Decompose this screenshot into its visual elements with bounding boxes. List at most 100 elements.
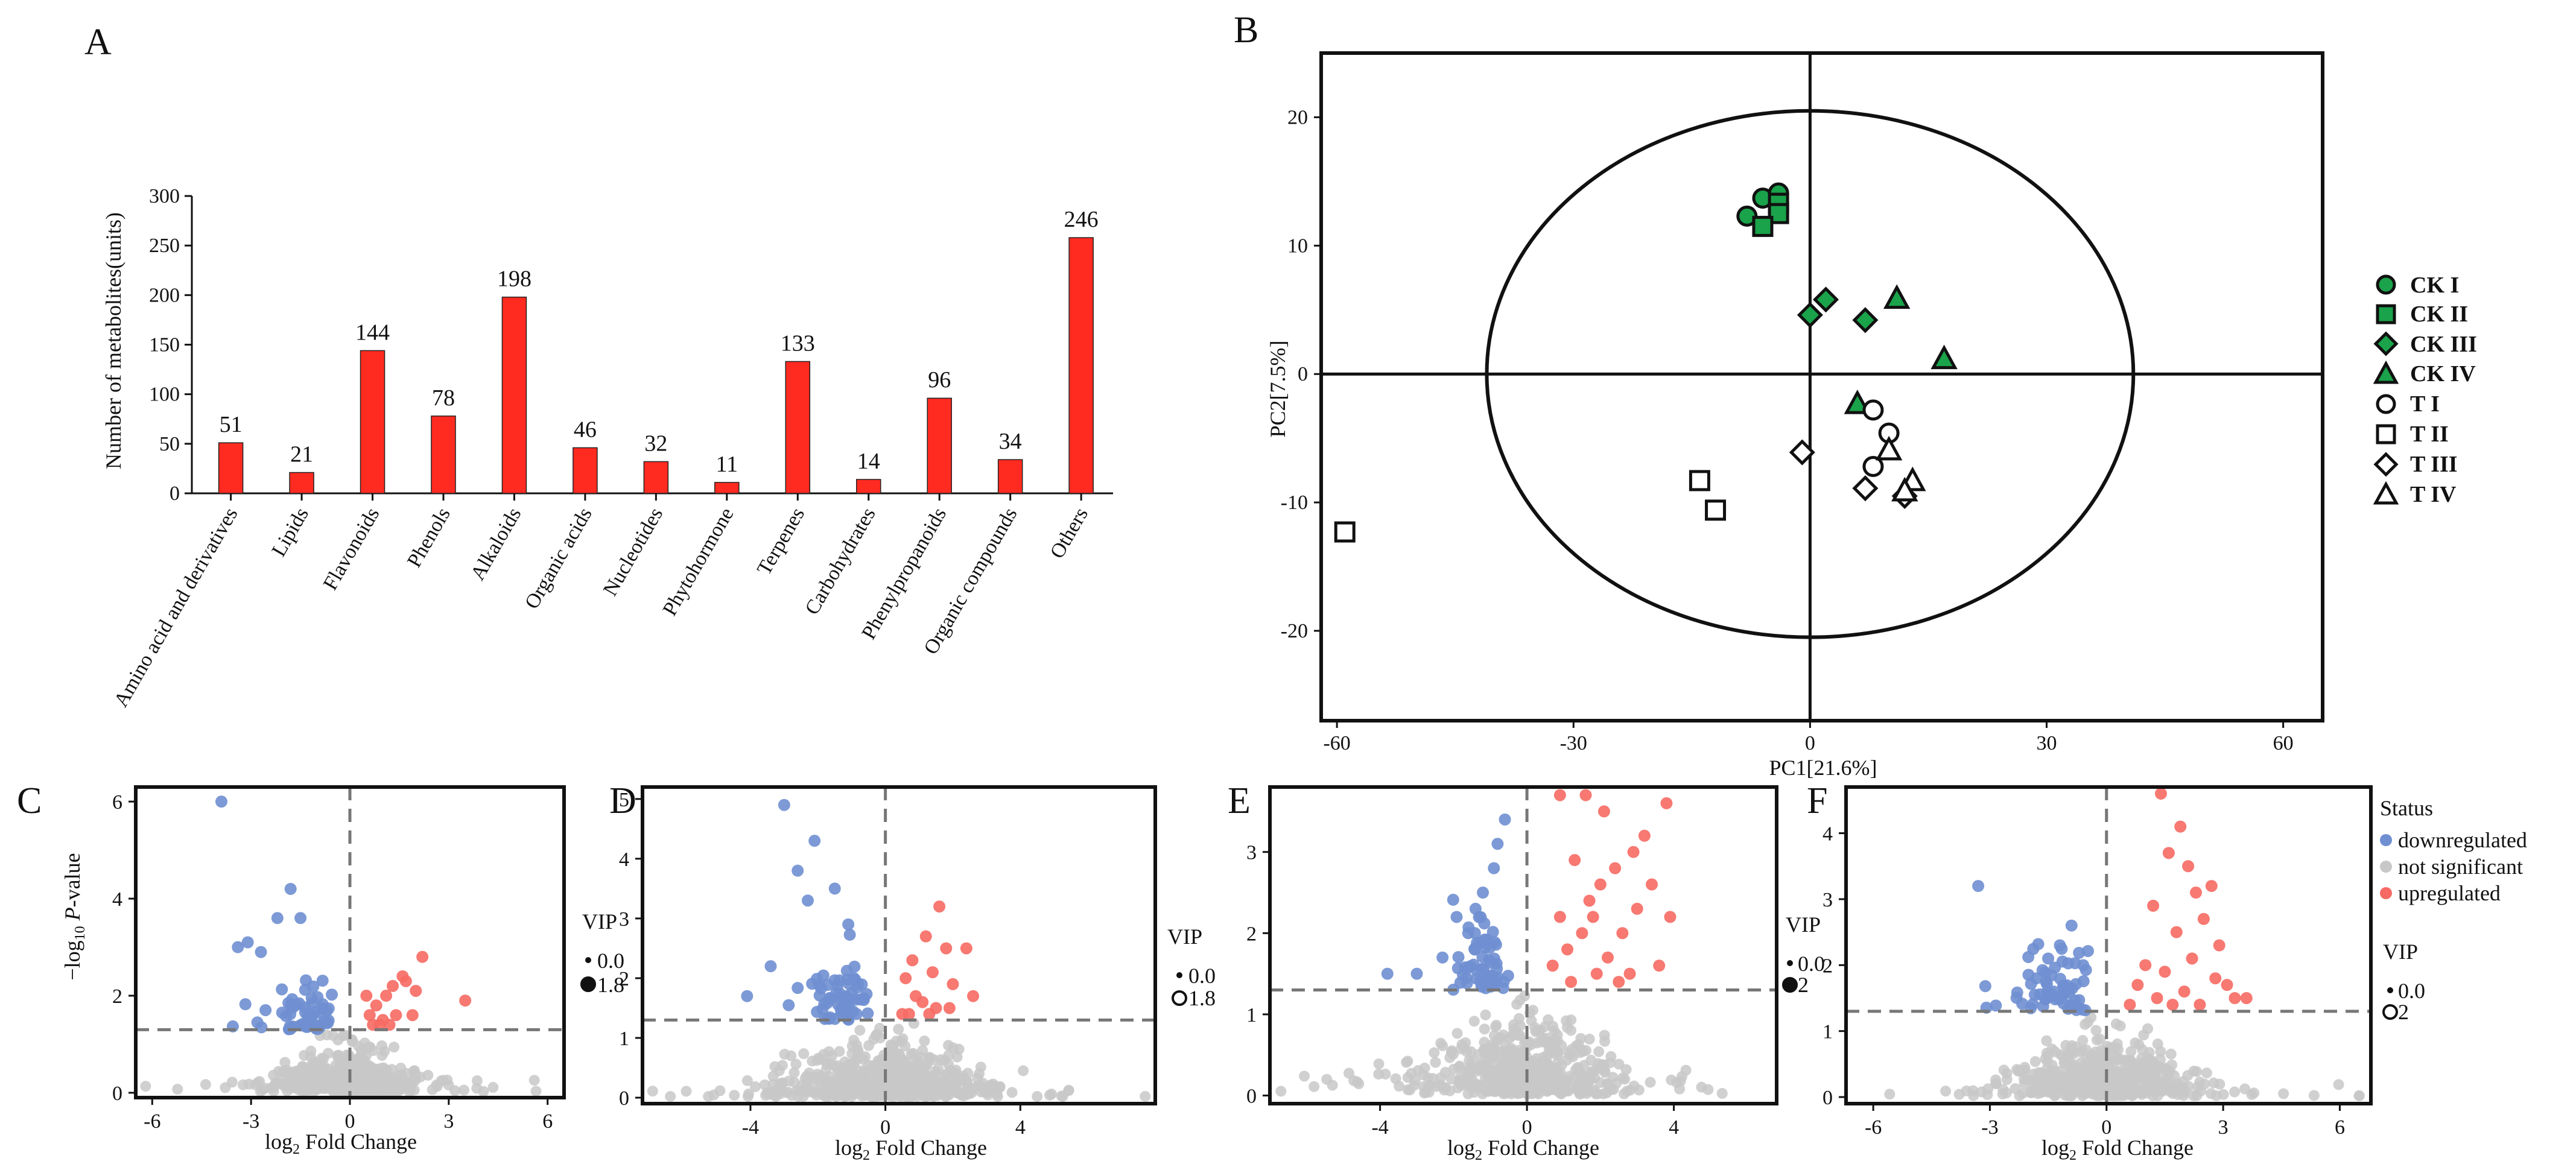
volcano-d-down-point (828, 882, 841, 895)
volcano-e-up-point (1646, 878, 1658, 891)
volcano-d-ns-point (790, 1058, 802, 1070)
volcano-c-ns-point (252, 1077, 264, 1089)
volcano-e-ns-point (1493, 1033, 1505, 1045)
volcano-f-ns-point (2000, 1087, 2012, 1099)
volcano-f-vip-value-1: 2 (2398, 1000, 2409, 1024)
volcano-d-ns-point (885, 1066, 896, 1077)
volcano-f-down-point (2032, 938, 2045, 950)
volcano-f-ns-point (2084, 1058, 2095, 1069)
volcano-e-ns-point (1483, 1086, 1494, 1097)
bar-category-label-1: Lipids (267, 504, 312, 561)
volcano-f-down-point (2030, 972, 2043, 985)
volcano-e-ns-point (1581, 1045, 1592, 1056)
volcano-d-ns-point (647, 1086, 658, 1097)
volcano-f-down-point (1972, 880, 1985, 893)
volcano-c-ns-point (487, 1082, 499, 1093)
volcano-d-ns-point (943, 1040, 954, 1051)
volcano-e-ns-point (1599, 1035, 1611, 1047)
pca-ytick-label: 20 (1287, 106, 1308, 128)
volcano-e-ns-point (1552, 1049, 1563, 1061)
status-legend-item-ns: not significant (2398, 855, 2523, 879)
volcano-d-ns-point (906, 1048, 917, 1060)
volcano-d-ns-point (917, 1045, 928, 1056)
volcano-d-ns-point (868, 1060, 879, 1071)
pca-xtick-label: -60 (1323, 732, 1350, 754)
volcano-plot-d: log2 Fold Change VIP 0.0 1.8 -4 0 4 0 1 2 3 4 5 (619, 785, 1216, 1163)
volcano-c-ns-point (337, 1030, 349, 1042)
volcano-d-ns-point (857, 1054, 869, 1065)
pca-point-ck-ii-2 (1752, 215, 1774, 237)
volcano-f-ns-point (2205, 1088, 2216, 1099)
volcano-e-down-point (1447, 893, 1459, 906)
volcano-d-ns-point (823, 1080, 834, 1091)
volcano-e-vip-value-1: 2 (1798, 973, 1809, 997)
volcano-f-xtick-label: -3 (1981, 1116, 1998, 1139)
volcano-f-ns-point (2080, 1019, 2091, 1030)
volcano-f-ns-point (2021, 1074, 2032, 1086)
volcano-c-ns-point (259, 1083, 271, 1094)
pca-legend-marker-2 (2373, 331, 2399, 356)
volcano-d-ns-point (814, 1085, 826, 1096)
volcano-f-down-point (2026, 998, 2039, 1011)
volcano-f-ns-point (2090, 1025, 2102, 1036)
volcano-d-ns-point (1018, 1065, 1029, 1077)
volcano-f-up-point (2182, 860, 2195, 873)
volcano-d-up-point (916, 996, 929, 1008)
volcano-f-ns-point (1940, 1086, 1952, 1097)
volcano-c-ns-point (273, 1066, 284, 1077)
volcano-e-points (1275, 789, 1728, 1099)
volcano-e-ns-point (1299, 1070, 1310, 1082)
volcano-d-up-point (933, 900, 946, 913)
pca-marks: -60 -30 0 30 60 -20 -10 0 10 20 (1281, 51, 2324, 754)
pca-point-t-iv-2 (1891, 476, 1918, 502)
volcano-d-ns-point (856, 1082, 868, 1093)
volcano-f-points (1884, 787, 2365, 1101)
volcano-c-ns-point (396, 1069, 407, 1081)
pca-point-t-ii-0 (1334, 521, 1356, 543)
pca-legend-marker-3 (2373, 360, 2399, 384)
volcano-e-xtick-label: -4 (1371, 1116, 1388, 1139)
volcano-c-down-point (232, 941, 244, 953)
pca-legend-label-2: CK III (2410, 332, 2477, 357)
volcano-d-ns-point (770, 1091, 782, 1102)
pca-xlabel: PC1[21.6%] (1769, 756, 1877, 780)
volcano-e-vip-label: VIP (1786, 912, 1821, 937)
volcano-f-ns-point (2041, 1048, 2052, 1059)
pca-legend-label-0: CK I (2410, 273, 2459, 298)
volcano-f-ytick-label: 0 (1823, 1087, 1833, 1109)
volcano-d-up-point (926, 966, 939, 979)
volcano-e-ns-point (1478, 1045, 1489, 1056)
volcano-f-ns-point (2066, 1040, 2078, 1051)
volcano-d-ns-point (741, 1075, 753, 1086)
volcano-c-up-point (360, 990, 373, 1002)
vip-size-large-d (1172, 990, 1187, 1006)
volcano-d-ns-point (957, 1070, 969, 1082)
bar-category-label-4: Alkaloids (466, 504, 525, 584)
pca-legend-marker-5 (2376, 424, 2396, 444)
pca-ytick-label: 0 (1298, 363, 1308, 385)
volcano-f-ns-point (2142, 1023, 2154, 1034)
volcano-e-up-point (1638, 829, 1651, 842)
volcano-d-ns-point (1006, 1087, 1018, 1098)
volcano-d-ns-point (939, 1090, 951, 1102)
volcano-c-up-point (416, 950, 429, 963)
volcano-c-xtick-label: 0 (345, 1110, 355, 1133)
volcano-c-ns-point (282, 1064, 293, 1076)
volcano-e-xtick-label: 0 (1522, 1116, 1532, 1139)
volcano-e-up-point (1583, 894, 1596, 907)
volcano-c-ns-point (342, 1074, 354, 1086)
volcano-d-ns-point (920, 1061, 931, 1072)
volcano-d-ns-point (729, 1090, 740, 1101)
volcano-d-down-point (823, 1011, 836, 1023)
bar-value-label-11: 34 (999, 429, 1022, 454)
volcano-e-ns-point (1574, 1088, 1585, 1099)
volcano-d-up-point (906, 954, 919, 967)
volcano-c-xtick-label: -6 (144, 1110, 160, 1133)
bar-4 (501, 296, 527, 494)
volcano-c-up-point (380, 990, 393, 1002)
pca-ytick-label: -20 (1281, 620, 1308, 642)
volcano-e-up-point (1631, 902, 1643, 915)
volcano-e-up-point (1590, 967, 1603, 980)
volcano-f-down-point (2077, 959, 2090, 972)
